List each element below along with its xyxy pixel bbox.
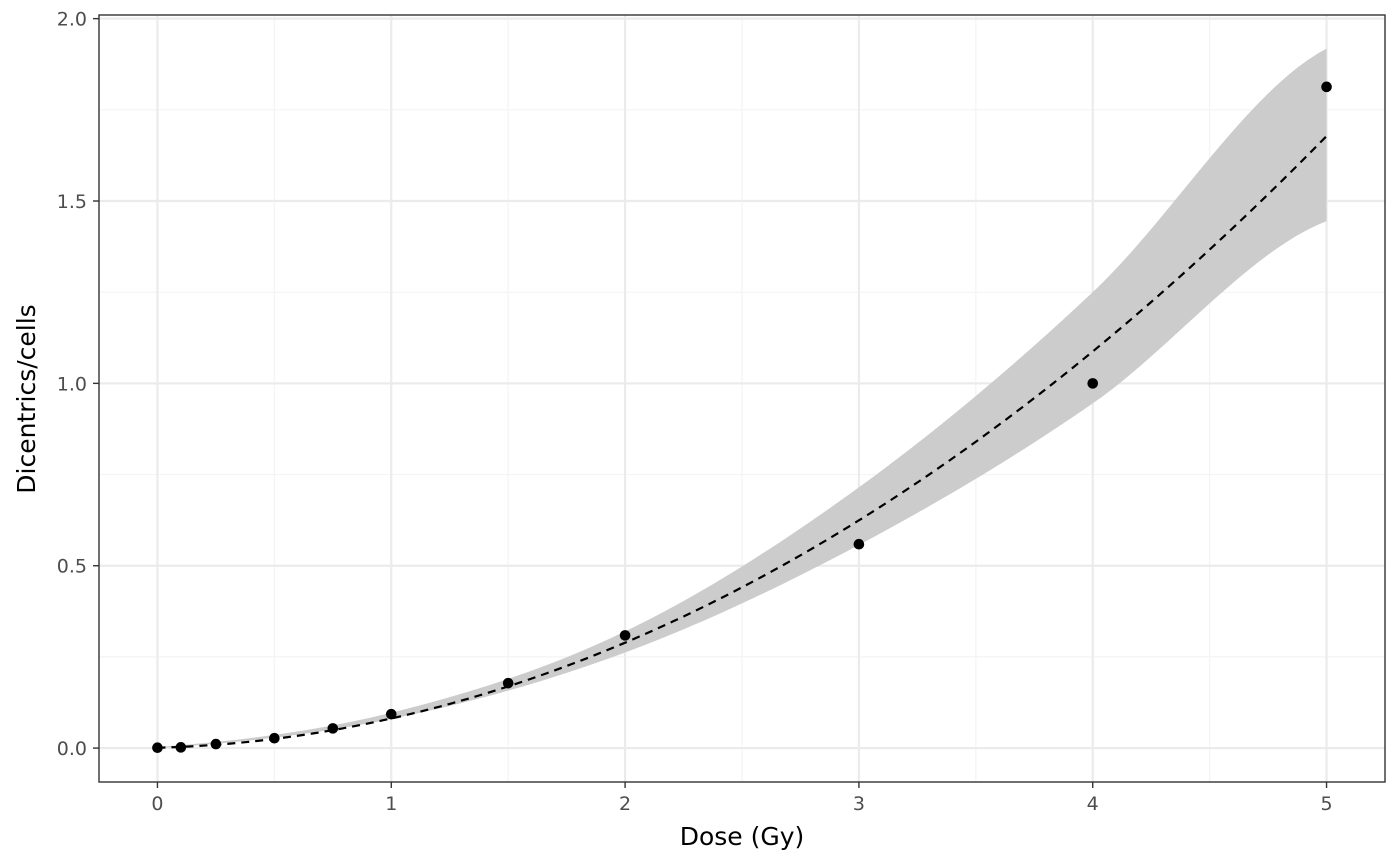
data-point <box>269 732 280 744</box>
x-axis-ticks: 0 1 2 3 4 5 <box>151 782 1333 815</box>
data-point <box>619 630 631 641</box>
data-point <box>210 738 222 750</box>
data-point <box>175 742 187 753</box>
y-tick-label: 2.0 <box>57 9 87 31</box>
data-point <box>327 723 339 734</box>
y-axis-title: Dicentrics/cells <box>12 304 41 493</box>
y-axis-ticks: 0.0 0.5 1.0 1.5 2.0 <box>57 9 99 760</box>
y-tick-label: 1.5 <box>57 191 87 213</box>
minor-gridlines <box>99 15 1385 782</box>
y-tick-label: 0.0 <box>57 738 87 760</box>
x-tick-label: 1 <box>385 793 397 815</box>
x-tick-label: 4 <box>1087 793 1099 815</box>
data-point <box>1087 378 1099 389</box>
x-tick-label: 3 <box>853 793 865 815</box>
fit-curve <box>157 135 1328 749</box>
x-tick-label: 5 <box>1320 793 1332 815</box>
x-tick-label: 0 <box>151 793 163 815</box>
y-tick-label: 0.5 <box>57 556 87 578</box>
data-point <box>152 742 163 754</box>
data-point <box>502 677 514 689</box>
data-point <box>1321 81 1332 93</box>
x-tick-label: 2 <box>619 793 631 815</box>
panel-border <box>98 14 1386 783</box>
data-point <box>853 538 865 550</box>
confidence-band <box>157 48 1327 749</box>
x-axis-title: Dose (Gy) <box>680 822 805 851</box>
data-point <box>385 708 397 720</box>
data-points <box>152 81 1332 754</box>
y-tick-label: 1.0 <box>57 373 87 395</box>
